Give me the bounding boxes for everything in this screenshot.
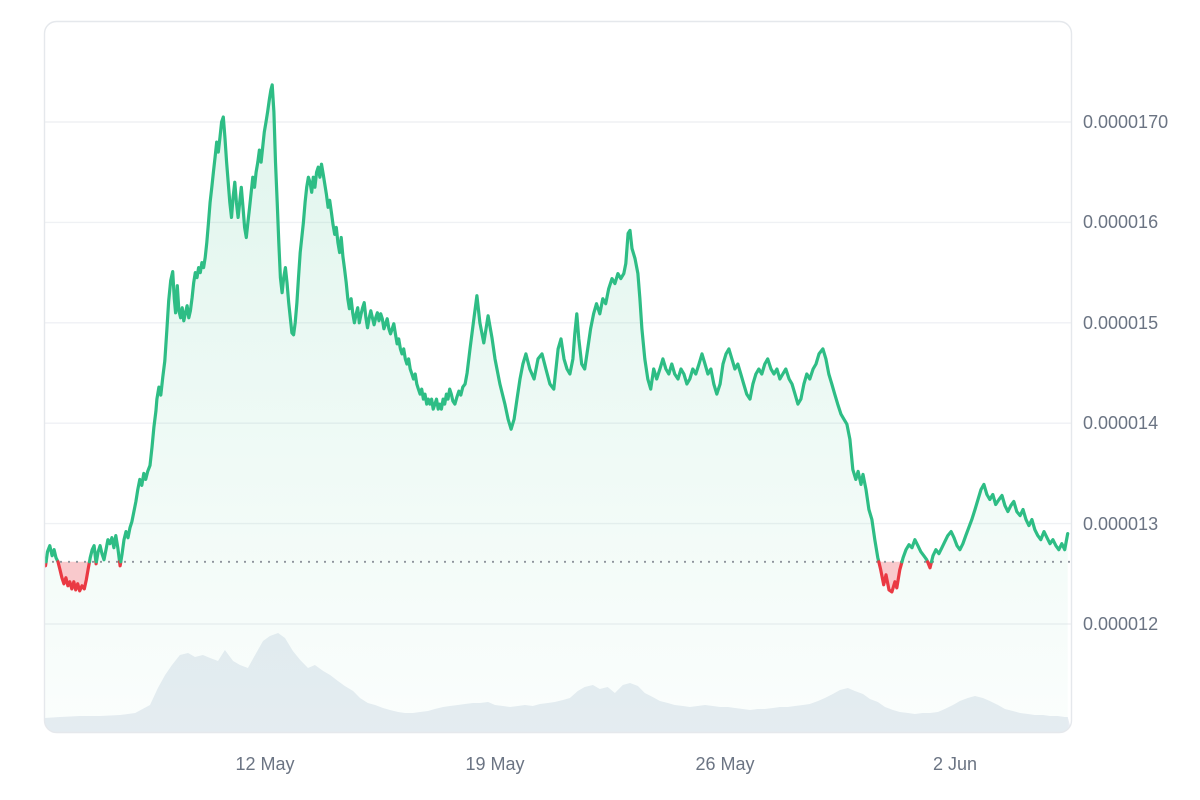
y-axis-label: 0.000016 (1083, 212, 1159, 232)
chart-card-border (43, 20, 1073, 734)
price-area-fill (44, 84, 1068, 733)
x-axis-label: 26 May (695, 754, 755, 774)
price-line-down (926, 560, 934, 570)
x-axis-label: 12 May (235, 754, 295, 774)
y-axis-label: 0.0000170 (1083, 112, 1169, 132)
price-line-up (87, 544, 98, 564)
price-line-down (877, 560, 904, 594)
x-axis-label: 19 May (465, 754, 525, 774)
price-drawdown-fill (58, 561, 90, 591)
y-axis-label: 0.000012 (1083, 614, 1159, 634)
price-line-up (44, 544, 60, 564)
y-axis-label: 0.000015 (1083, 313, 1159, 333)
price-line-up (900, 538, 930, 564)
price-line-down (56, 560, 92, 593)
price-line-up (929, 482, 1070, 564)
price-line-up (119, 83, 881, 564)
y-axis-label: 0.000013 (1083, 514, 1159, 534)
plot-area (44, 83, 1072, 733)
price-line-up (94, 534, 122, 564)
x-axis-label: 2 Jun (932, 754, 978, 774)
y-axis-label: 0.000014 (1083, 413, 1159, 433)
